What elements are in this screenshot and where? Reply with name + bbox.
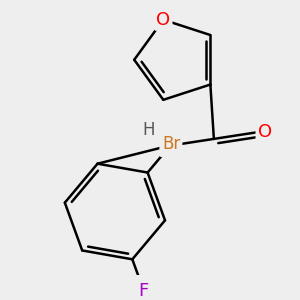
Text: N: N [161,137,175,155]
Text: H: H [143,121,155,139]
Text: O: O [156,11,170,29]
Text: O: O [258,123,272,141]
Text: Br: Br [162,135,180,153]
Text: F: F [139,282,149,300]
